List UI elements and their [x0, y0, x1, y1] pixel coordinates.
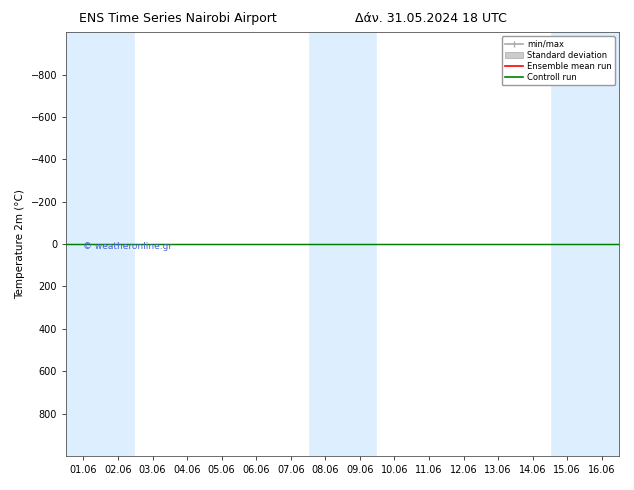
- Bar: [135, 32, 308, 456]
- Text: ENS Time Series Nairobi Airport: ENS Time Series Nairobi Airport: [79, 12, 276, 25]
- Text: © weatheronline.gr: © weatheronline.gr: [83, 242, 172, 251]
- Text: Δάν. 31.05.2024 18 UTC: Δάν. 31.05.2024 18 UTC: [355, 12, 507, 25]
- Bar: [377, 32, 550, 456]
- Legend: min/max, Standard deviation, Ensemble mean run, Controll run: min/max, Standard deviation, Ensemble me…: [501, 36, 615, 85]
- Y-axis label: Temperature 2m (°C): Temperature 2m (°C): [15, 189, 25, 299]
